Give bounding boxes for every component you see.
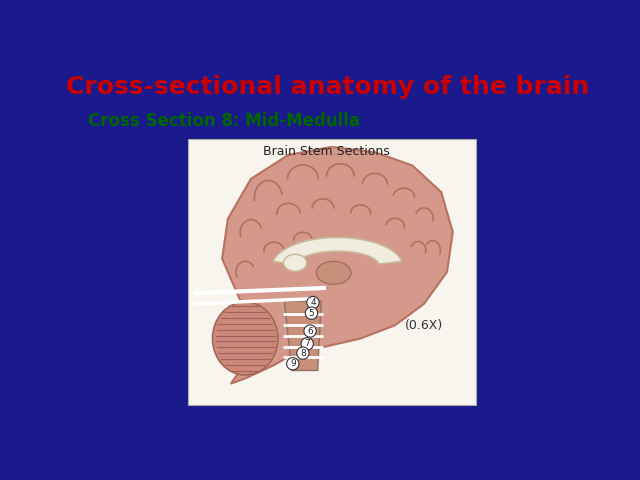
- Circle shape: [297, 347, 309, 360]
- Ellipse shape: [316, 261, 351, 284]
- Text: 5: 5: [308, 309, 314, 318]
- Text: 8: 8: [300, 348, 306, 358]
- Polygon shape: [222, 147, 452, 384]
- Polygon shape: [273, 238, 402, 264]
- Circle shape: [305, 307, 317, 319]
- Ellipse shape: [212, 302, 278, 375]
- Text: Cross-sectional anatomy of the brain: Cross-sectional anatomy of the brain: [67, 75, 589, 99]
- Text: 9: 9: [290, 359, 296, 368]
- Text: 7: 7: [304, 339, 310, 348]
- Text: 6: 6: [307, 326, 313, 336]
- Bar: [188, 139, 476, 405]
- Text: 4: 4: [310, 298, 316, 307]
- Text: Brain Stem Sections: Brain Stem Sections: [262, 145, 389, 158]
- Ellipse shape: [284, 254, 307, 271]
- Text: (0.6X): (0.6X): [405, 319, 443, 332]
- Polygon shape: [284, 301, 321, 371]
- Circle shape: [304, 325, 316, 337]
- Circle shape: [307, 297, 319, 309]
- Text: Cross Section 8: Mid-Medulla: Cross Section 8: Mid-Medulla: [88, 111, 360, 130]
- Circle shape: [287, 358, 299, 370]
- Circle shape: [301, 337, 314, 350]
